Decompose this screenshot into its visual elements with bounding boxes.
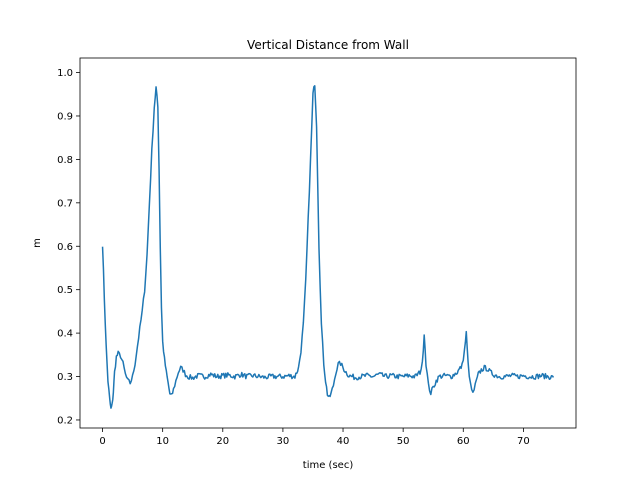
y-tick-label-4: 0.6 bbox=[57, 242, 73, 253]
chart-title: Vertical Distance from Wall bbox=[247, 38, 409, 52]
series-line-0 bbox=[101, 85, 555, 409]
y-tick-label-3: 0.5 bbox=[57, 285, 73, 296]
y-tick-label-0: 0.2 bbox=[57, 415, 73, 426]
x-tick-label-3: 30 bbox=[277, 436, 290, 447]
x-tick-label-1: 10 bbox=[156, 436, 169, 447]
x-tick-label-7: 70 bbox=[517, 436, 530, 447]
x-tick-label-0: 0 bbox=[99, 436, 105, 447]
x-axis-label: time (sec) bbox=[303, 460, 354, 471]
plot-area-frame bbox=[79, 57, 577, 429]
y-axis-label: m bbox=[32, 238, 43, 248]
y-tick-label-6: 0.8 bbox=[57, 155, 73, 166]
tick-layer: 0 10 20 30 40 50 60 70 0.2 0.3 0.4 0.5 0.6 0.7 0.8 0.9 1… bbox=[57, 68, 530, 447]
y-tick-label-8: 1.0 bbox=[57, 68, 73, 79]
y-tick-label-1: 0.3 bbox=[57, 372, 73, 383]
y-tick-label-5: 0.7 bbox=[57, 198, 73, 209]
x-tick-label-2: 20 bbox=[216, 436, 229, 447]
series-layer bbox=[101, 85, 555, 409]
x-tick-label-4: 40 bbox=[337, 436, 350, 447]
x-tick-label-5: 50 bbox=[397, 436, 410, 447]
y-tick-label-7: 0.9 bbox=[57, 111, 73, 122]
y-tick-label-2: 0.4 bbox=[57, 329, 73, 340]
plot-area-background bbox=[80, 58, 576, 428]
x-tick-label-6: 60 bbox=[457, 436, 470, 447]
